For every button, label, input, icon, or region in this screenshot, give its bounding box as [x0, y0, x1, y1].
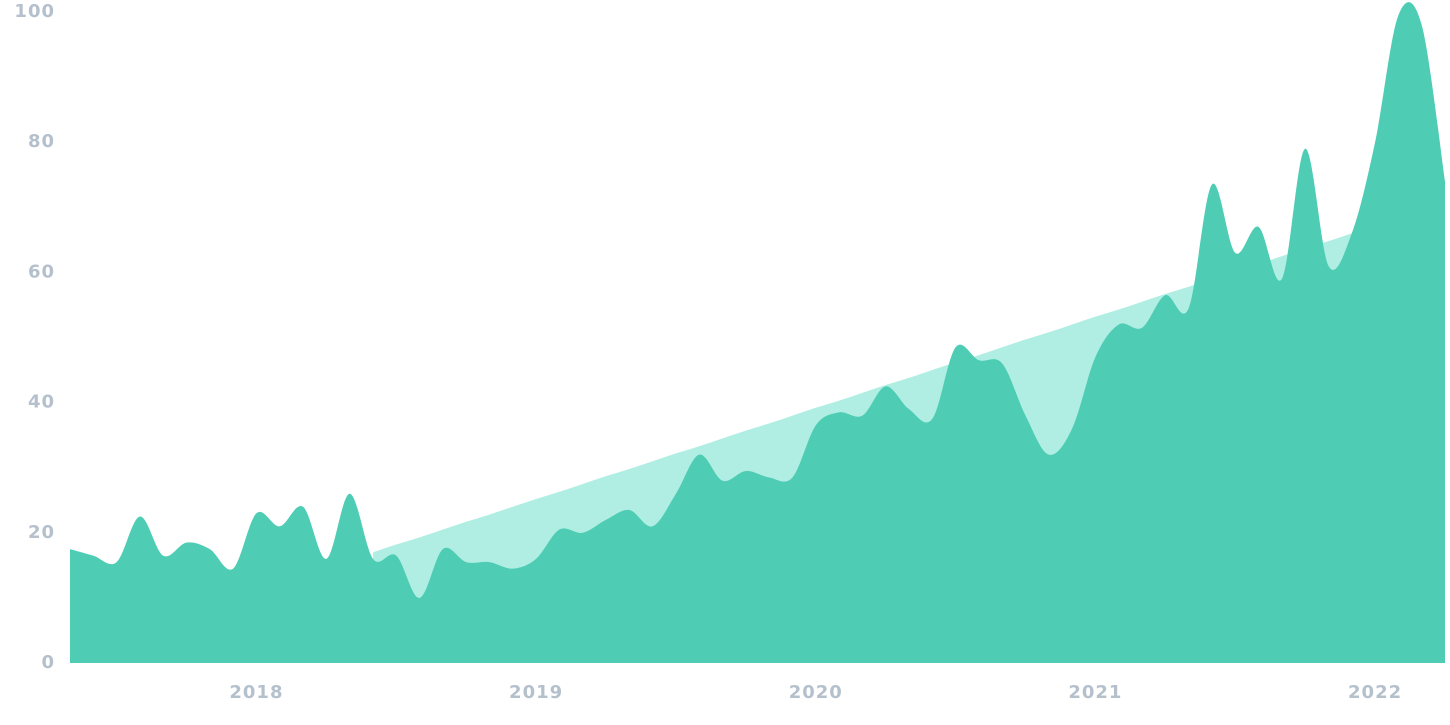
y-tick-label: 0	[41, 652, 55, 673]
x-tick-label: 2021	[1068, 682, 1122, 703]
y-tick-label: 20	[28, 522, 55, 543]
y-tick-label: 80	[28, 131, 55, 152]
area	[70, 2, 1445, 663]
x-tick-label: 2020	[789, 682, 843, 703]
x-tick-label: 2022	[1348, 682, 1402, 703]
x-tick-label: 2018	[229, 682, 283, 703]
x-tick-label: 2019	[509, 682, 563, 703]
y-tick-label: 100	[14, 1, 55, 22]
y-tick-label: 40	[28, 392, 55, 413]
y-tick-label: 60	[28, 261, 55, 282]
